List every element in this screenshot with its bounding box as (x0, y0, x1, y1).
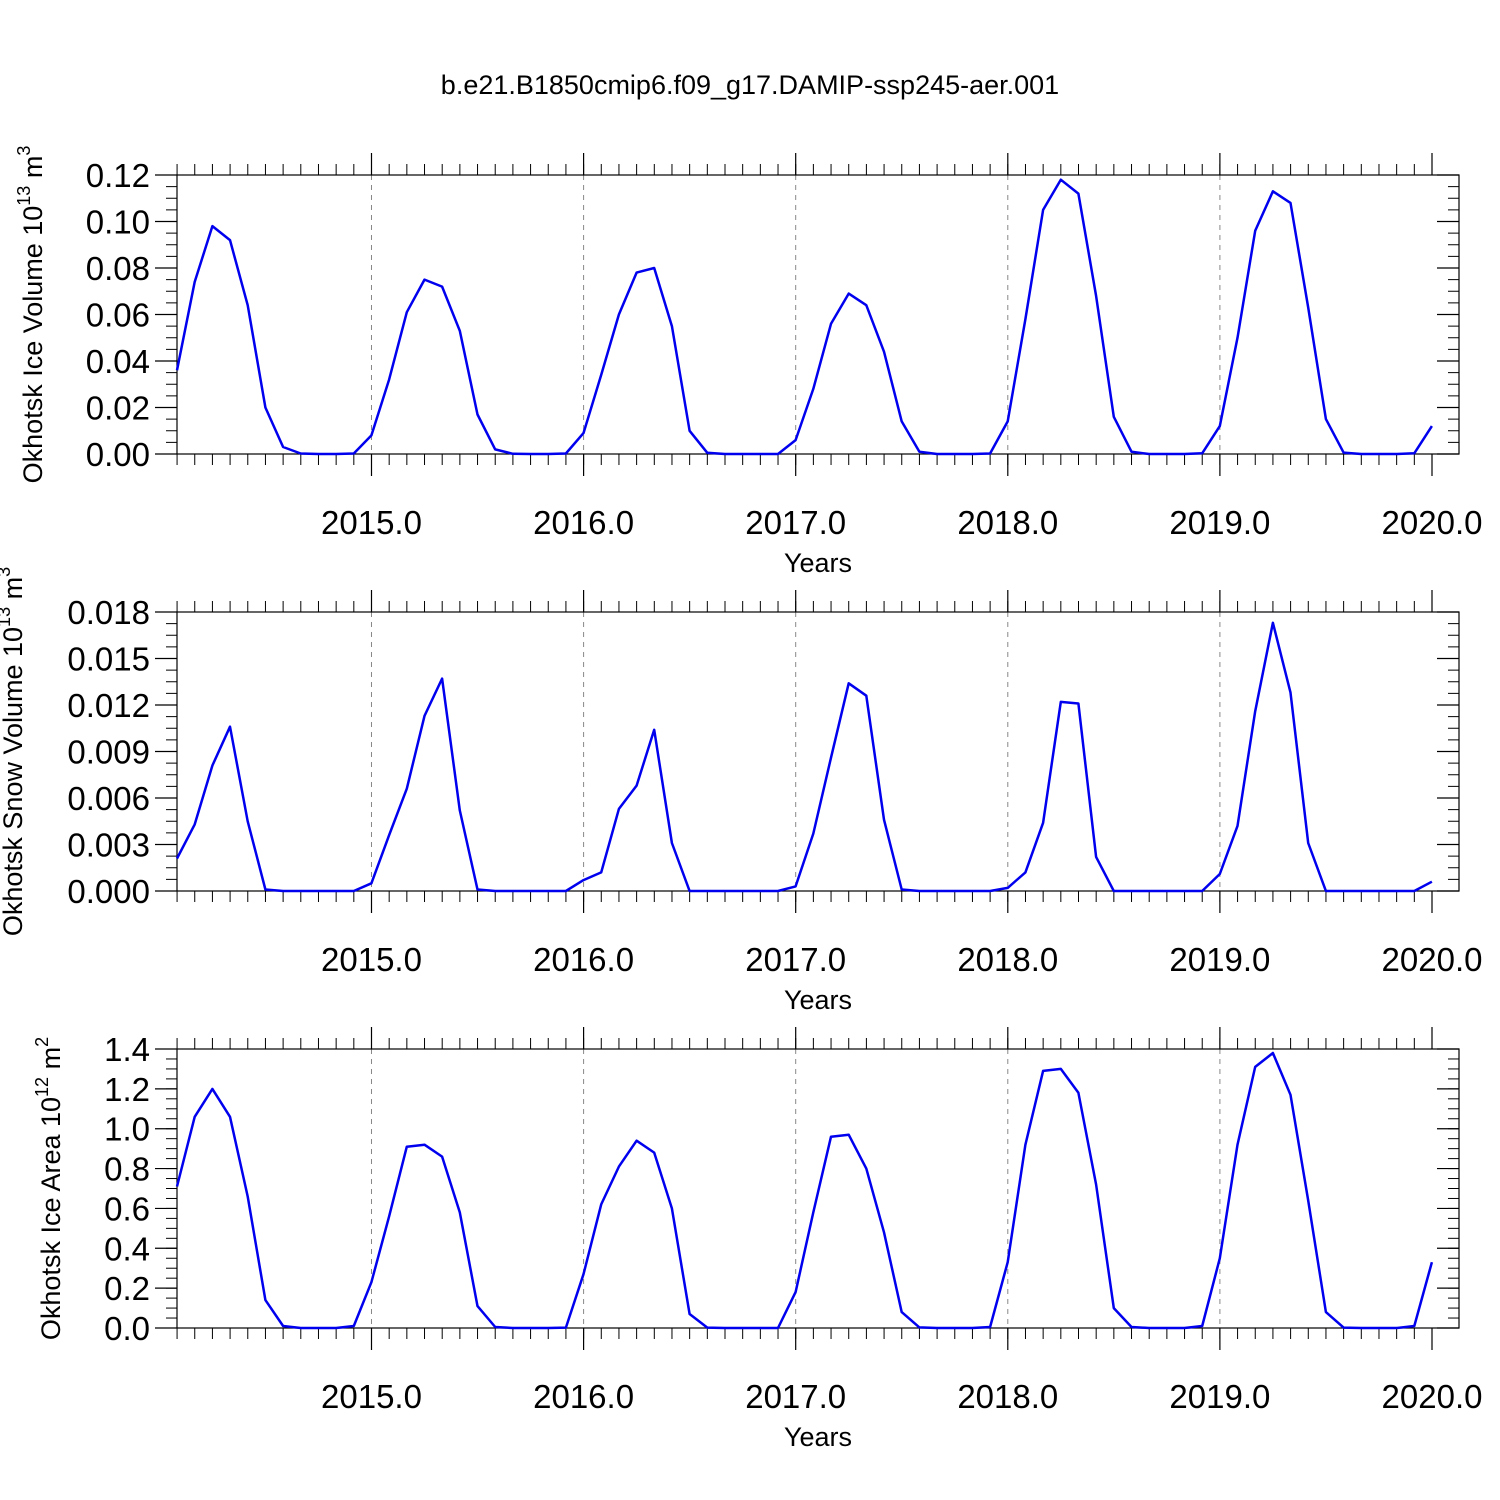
x-tick-label: 2019.0 (1169, 504, 1270, 541)
x-tick-label: 2018.0 (957, 1378, 1058, 1415)
x-tick-label: 2017.0 (745, 941, 846, 978)
y-tick-label: 1.0 (104, 1111, 150, 1148)
y-tick-label: 0.6 (104, 1190, 150, 1227)
y-tick-label: 0.006 (67, 780, 150, 817)
series-line-1 (175, 1051, 1434, 1330)
y-tick-label: 0.8 (104, 1151, 150, 1188)
y-axis-title: Okhotsk Ice Area 1012 m2 (32, 1037, 66, 1340)
chart-panel-1: 0.00 0.02 0.04 0.06 0.08 0.10 0.12 2015.0 2016.0… (14, 146, 1482, 578)
x-tick-label: 2015.0 (321, 1378, 422, 1415)
series-line-1 (175, 178, 1433, 456)
y-tick-label: 0.2 (104, 1270, 150, 1307)
y-tick-label: 0.00 (86, 436, 150, 473)
y-tick-label: 0.12 (86, 157, 150, 194)
x-axis-title: Years (784, 985, 852, 1015)
y-tick-label: 0.02 (86, 390, 150, 427)
y-tick-label: 0.04 (86, 343, 150, 380)
y-tick-label: 0.018 (67, 594, 150, 631)
x-tick-label: 2017.0 (745, 1378, 846, 1415)
chart-panel-3: 0.00.20.40.60.81.01.21.4 2015.0 2016.0 2017… (32, 1027, 1482, 1452)
y-tick-label: 0.08 (86, 250, 150, 287)
y-tick-label: 1.4 (104, 1031, 150, 1068)
x-tick-label: 2015.0 (321, 941, 422, 978)
x-tick-label: 2016.0 (533, 941, 634, 978)
x-axis-title: Years (784, 548, 852, 578)
x-tick-label: 2018.0 (957, 941, 1058, 978)
x-tick-label: 2020.0 (1382, 1378, 1483, 1415)
y-axis-title: Okhotsk Ice Volume 1013 m3 (14, 146, 48, 484)
x-tick-label: 2017.0 (745, 504, 846, 541)
x-tick-label: 2019.0 (1169, 1378, 1270, 1415)
y-axis-title: Okhotsk Snow Volume 1013 m3 (0, 567, 28, 936)
chart-panel-2: 0.000 0.003 0.006 0.009 0.012 0.015 0.018 2015.… (0, 567, 1482, 1015)
page-title: b.e21.B1850cmip6.f09_g17.DAMIP-ssp245-ae… (440, 70, 1060, 100)
y-tick-label: 0.000 (67, 873, 150, 910)
y-tick-label: 0.009 (67, 734, 150, 771)
series-line-1 (175, 621, 1433, 893)
x-tick-label: 2016.0 (533, 504, 634, 541)
x-axis-title: Years (784, 1422, 852, 1452)
x-tick-label: 2020.0 (1382, 504, 1483, 541)
x-tick-label: 2019.0 (1169, 941, 1270, 978)
y-tick-label: 0.10 (86, 204, 150, 241)
x-tick-label: 2020.0 (1382, 941, 1483, 978)
y-tick-label: 0.003 (67, 827, 150, 864)
x-tick-label: 2018.0 (957, 504, 1058, 541)
plot-frame (176, 174, 1460, 455)
x-tick-label: 2016.0 (533, 1378, 634, 1415)
y-tick-label: 0.06 (86, 297, 150, 334)
y-tick-label: 0.4 (104, 1230, 150, 1267)
x-tick-label: 2015.0 (321, 504, 422, 541)
y-tick-label: 0.015 (67, 641, 150, 678)
y-tick-label: 1.2 (104, 1071, 150, 1108)
y-tick-label: 0.0 (104, 1310, 150, 1347)
y-tick-label: 0.012 (67, 687, 150, 724)
